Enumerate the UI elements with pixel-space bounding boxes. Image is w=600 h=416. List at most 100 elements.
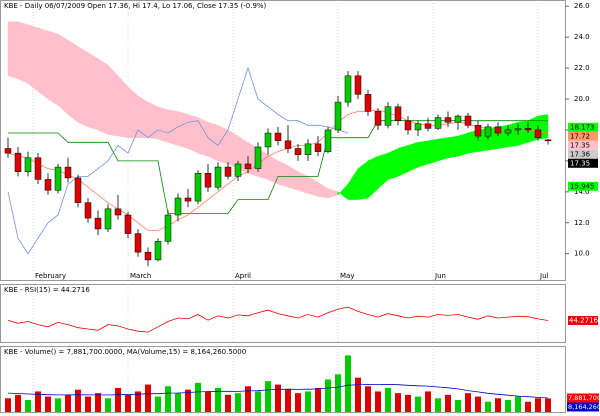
volume-bar xyxy=(495,398,501,412)
volume-bar xyxy=(295,393,301,412)
volume-bar xyxy=(255,391,261,412)
candle-body xyxy=(144,251,152,261)
price-label-box xyxy=(568,158,598,168)
candle-body xyxy=(124,214,132,234)
volume-bar xyxy=(395,393,401,412)
volume-bar xyxy=(285,389,291,412)
candle-body xyxy=(4,148,12,154)
volume-bar xyxy=(265,381,271,412)
x-tick-label: February xyxy=(35,272,66,280)
price-label-box xyxy=(568,140,598,150)
cloud-segment xyxy=(97,58,109,135)
candle-body xyxy=(384,106,392,126)
price-label-box xyxy=(568,181,598,191)
candle-body xyxy=(254,146,262,169)
rsi-title: KBE - RSI(15) = 44.2716 xyxy=(4,286,90,294)
x-tick-label: Jul xyxy=(539,272,549,280)
cloud-segment xyxy=(427,138,439,165)
candle-body xyxy=(14,152,22,172)
volume-bar xyxy=(335,374,341,412)
candle-body xyxy=(394,106,402,121)
volume-bar xyxy=(155,396,161,412)
y-tick-label: 12.0 xyxy=(574,219,590,227)
candle-body xyxy=(84,202,92,219)
indicator-line xyxy=(7,66,349,255)
volume-ma-line xyxy=(7,383,549,399)
candle-body xyxy=(74,177,82,203)
candle-body xyxy=(94,217,102,230)
cloud-segment xyxy=(187,114,199,154)
candle-body xyxy=(194,173,202,202)
volume-bar xyxy=(185,389,191,412)
volume-bar xyxy=(55,398,61,412)
volume-bar xyxy=(515,396,521,412)
candle-body xyxy=(464,115,472,126)
y-tick-label: 22.0 xyxy=(574,64,590,72)
candle-body xyxy=(424,123,432,129)
volume-bar xyxy=(205,391,211,412)
volume-bar xyxy=(5,398,11,412)
volume-bar xyxy=(425,391,431,412)
cloud-segment xyxy=(47,30,59,106)
volume-bar xyxy=(315,388,321,412)
volume-bar xyxy=(535,398,541,412)
candle-body xyxy=(34,157,42,180)
candle-body xyxy=(404,120,412,131)
cloud-segment xyxy=(437,137,449,162)
volume-bar xyxy=(325,379,331,412)
price-label: 18.173 xyxy=(570,123,595,131)
cloud-segment xyxy=(397,145,409,177)
candle-body xyxy=(214,166,222,188)
volume-bar xyxy=(225,394,231,412)
cloud-segment xyxy=(217,124,229,165)
volume-bar xyxy=(505,400,511,412)
price-label-box xyxy=(568,122,598,132)
candle-body xyxy=(164,214,172,242)
price-label-box xyxy=(568,131,598,141)
cloud-segment xyxy=(457,132,469,157)
cloud-segment xyxy=(277,160,289,188)
volume-bar xyxy=(445,394,451,412)
volume-bar xyxy=(415,396,421,412)
cloud-segment xyxy=(37,27,49,100)
volume-bar xyxy=(65,394,71,412)
candle-body xyxy=(524,128,532,131)
candle-body xyxy=(294,148,302,155)
candle-body xyxy=(324,129,332,152)
volume-bar xyxy=(115,388,121,412)
price-label: 17.35 xyxy=(570,159,590,167)
candle-body xyxy=(414,123,422,131)
candle-body xyxy=(174,197,182,216)
volume-bar xyxy=(485,401,491,412)
volume-bar xyxy=(465,393,471,412)
volume-label: 7,881,700 xyxy=(568,394,600,402)
candle-body xyxy=(364,94,372,112)
volume-bar xyxy=(195,382,201,412)
cloud-segment xyxy=(417,140,429,168)
cloud-segment xyxy=(177,111,189,149)
candle-body xyxy=(334,101,342,131)
volume-bar xyxy=(235,393,241,412)
cloud-segment xyxy=(107,64,119,137)
cloud-segment xyxy=(127,86,139,138)
volume-bar xyxy=(305,391,311,412)
candle-body xyxy=(54,166,62,191)
cloud-segment xyxy=(387,148,399,180)
volume-bar xyxy=(95,393,101,412)
y-tick-label: 20.0 xyxy=(574,95,590,103)
rsi-label: 44.2716 xyxy=(569,317,598,325)
x-tick-label: April xyxy=(235,272,251,280)
candle-body xyxy=(454,115,462,123)
cloud-segment xyxy=(407,141,419,173)
cloud-segment xyxy=(507,121,519,148)
candle-body xyxy=(44,179,52,191)
candle-body xyxy=(484,126,492,137)
candle-body xyxy=(494,126,502,134)
candle-body xyxy=(24,157,32,172)
volume-bar xyxy=(525,401,531,412)
volume-label-box xyxy=(567,393,599,403)
cloud-segment xyxy=(87,52,99,131)
candle-body xyxy=(314,143,322,152)
rsi-panel xyxy=(0,284,566,343)
candle-body xyxy=(154,241,162,261)
